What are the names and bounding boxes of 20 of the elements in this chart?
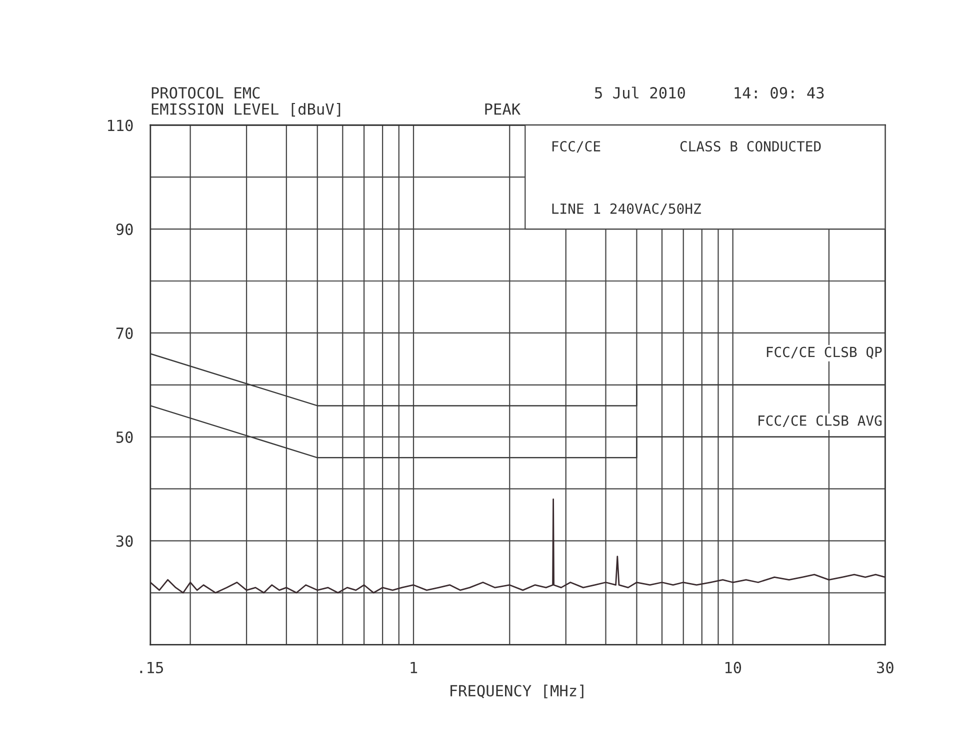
series-label: FCC/CE CLSB AVG	[758, 415, 882, 427]
annotation: FCC/CE	[552, 141, 600, 153]
y-tick-label: 70	[116, 327, 133, 340]
x-tick-label: .15	[140, 662, 163, 674]
y-tick-label: 90	[116, 224, 133, 236]
annotation: CLASS B CONDUCTED	[680, 141, 821, 152]
text: 5 Jul 2010	[595, 86, 685, 99]
text: PEAK	[485, 103, 521, 115]
x-tick-label: 10	[725, 662, 742, 674]
text: PROTOCOL EMC	[152, 87, 260, 99]
x-tick-label: 30	[877, 662, 894, 674]
x-axis-title: FREQUENCY [MHz]	[450, 684, 584, 698]
y-axis-title: EMISSION LEVEL [dBuV]	[152, 102, 340, 117]
series-label: FCC/CE CLSB QP	[766, 346, 882, 359]
y-tick-label: 110	[108, 120, 133, 132]
annotation: LINE 1 240VAC/50HZ	[552, 203, 701, 215]
y-tick-label: 50	[116, 431, 133, 443]
y-tick-label: 30	[116, 535, 133, 547]
text: 14: 09: 43	[734, 87, 824, 99]
x-tick-label: 1	[410, 662, 418, 674]
